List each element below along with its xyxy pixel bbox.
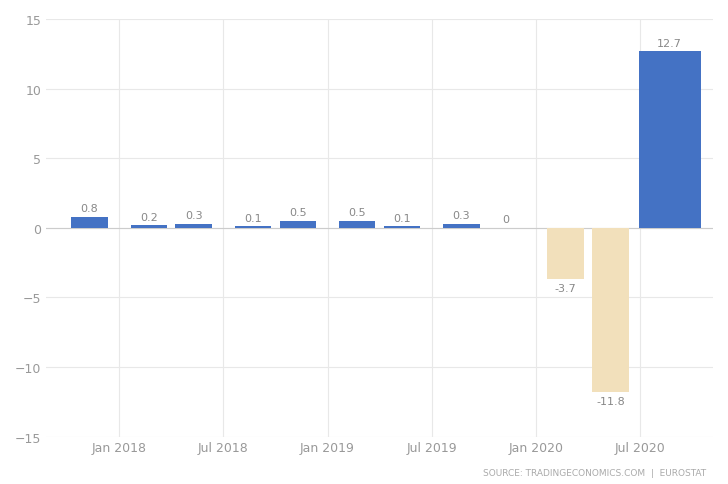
Bar <box>384 227 420 228</box>
Bar <box>443 224 480 228</box>
Text: 0.8: 0.8 <box>81 204 98 214</box>
Bar <box>280 221 316 228</box>
Text: 0.1: 0.1 <box>393 213 411 224</box>
Bar <box>547 228 584 280</box>
Text: 0.2: 0.2 <box>140 212 158 222</box>
Bar <box>235 227 272 228</box>
Text: -3.7: -3.7 <box>555 283 577 293</box>
Text: 0.5: 0.5 <box>349 208 366 218</box>
Text: 0.5: 0.5 <box>289 208 306 218</box>
Bar <box>592 228 628 392</box>
Text: SOURCE: TRADINGECONOMICS.COM  |  EUROSTAT: SOURCE: TRADINGECONOMICS.COM | EUROSTAT <box>483 468 706 477</box>
Text: 0.1: 0.1 <box>244 213 262 224</box>
Bar <box>130 226 167 228</box>
Text: 0.3: 0.3 <box>453 211 470 221</box>
Bar <box>175 224 212 228</box>
Bar <box>339 221 376 228</box>
Text: -11.8: -11.8 <box>596 396 625 406</box>
Text: 0.3: 0.3 <box>185 211 202 221</box>
Text: 0: 0 <box>503 215 510 225</box>
Bar <box>638 52 701 228</box>
Text: 12.7: 12.7 <box>657 38 682 48</box>
Bar <box>71 217 108 228</box>
